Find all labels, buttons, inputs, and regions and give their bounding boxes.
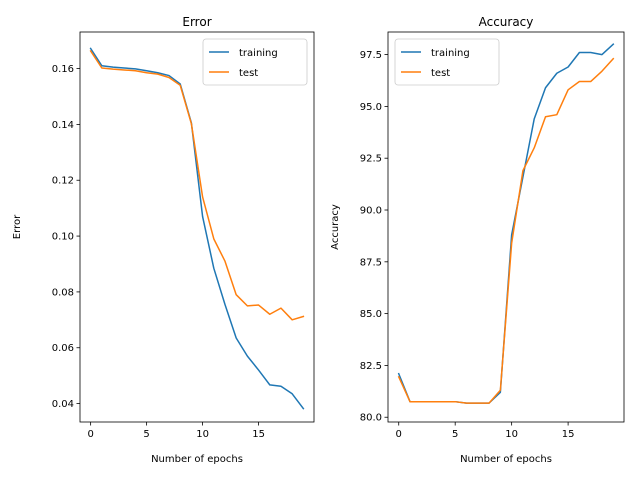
x-tick-label: 10 xyxy=(505,429,518,440)
x-tick-label: 5 xyxy=(452,429,458,440)
y-tick-label: 97.5 xyxy=(360,50,382,61)
legend-label-test: test xyxy=(239,68,258,79)
y-tick-label: 87.5 xyxy=(360,257,382,268)
series-line-training xyxy=(89,47,305,410)
accuracy-chart: Accuracy 0 5 10 15 80.0 82.5 85.0 87.5 90.0 92.5 95… xyxy=(330,15,625,465)
y-tick-label: 0.06 xyxy=(52,343,74,354)
y-tick-label: 82.5 xyxy=(360,361,382,372)
x-axis-label: Number of epochs xyxy=(151,454,243,465)
error-chart: Error 0 5 10 15 0.04 0.06 0.08 0.10 0.12 0.14 0.16 N… xyxy=(12,15,315,465)
x-tick-label: 5 xyxy=(143,429,149,440)
y-tick-label: 0.14 xyxy=(52,120,74,131)
y-tick-label: 95.0 xyxy=(360,102,382,113)
x-tick-label: 15 xyxy=(562,429,575,440)
legend-label-training: training xyxy=(239,48,278,59)
x-axis-label: Number of epochs xyxy=(460,454,552,465)
y-axis-label: Accuracy xyxy=(330,204,341,250)
y-tick-label: 0.12 xyxy=(52,176,74,187)
series-line-test xyxy=(397,57,615,404)
legend-box xyxy=(394,38,500,86)
y-tick-label: 92.5 xyxy=(360,154,382,165)
plot-frame xyxy=(387,31,625,423)
legend: training test xyxy=(202,38,308,86)
legend: training test xyxy=(394,38,500,86)
chart-title: Accuracy xyxy=(479,15,534,29)
plot-frame xyxy=(79,31,315,423)
y-tick-label: 0.08 xyxy=(52,287,74,298)
y-tick-label: 0.16 xyxy=(52,64,74,75)
legend-label-training: training xyxy=(431,48,470,59)
legend-label-test: test xyxy=(431,68,450,79)
y-tick-label: 0.10 xyxy=(52,232,74,243)
y-tick-label: 0.04 xyxy=(52,399,74,410)
y-tick-label: 85.0 xyxy=(360,309,382,320)
x-tick-label: 0 xyxy=(87,429,93,440)
x-tick-label: 10 xyxy=(196,429,209,440)
chart-title: Error xyxy=(182,15,211,29)
x-tick-label: 0 xyxy=(396,429,402,440)
y-axis-label: Error xyxy=(12,214,23,239)
y-tick-label: 80.0 xyxy=(360,413,382,424)
x-tick-label: 15 xyxy=(252,429,265,440)
series-line-training xyxy=(397,43,615,404)
series-line-test xyxy=(89,49,305,321)
y-tick-label: 90.0 xyxy=(360,206,382,217)
legend-box xyxy=(202,38,308,86)
